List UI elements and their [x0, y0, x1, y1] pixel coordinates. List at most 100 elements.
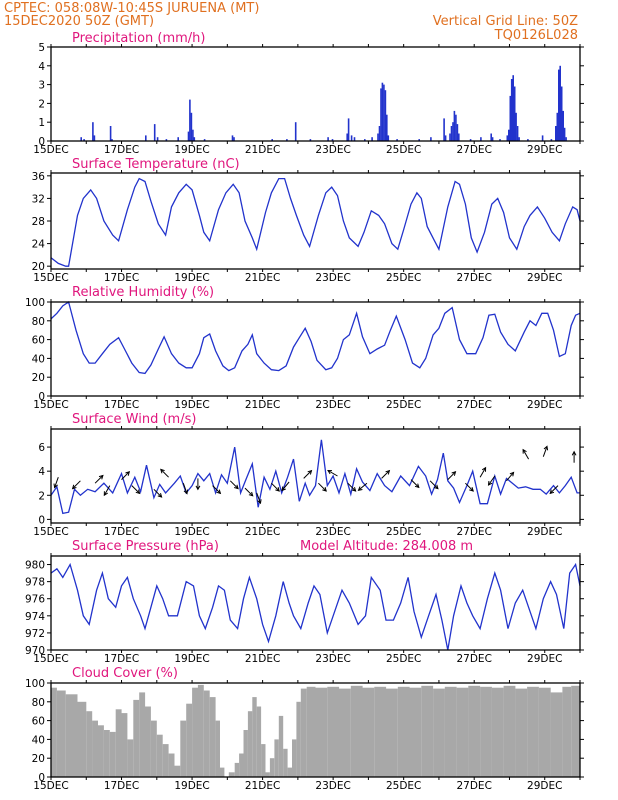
cloud-bar — [261, 744, 266, 777]
cloud-bar — [287, 767, 292, 777]
cloud-bar — [156, 734, 163, 777]
rh-series-line — [50, 300, 581, 375]
cloud-bar — [228, 772, 235, 777]
precip-bar — [458, 133, 460, 141]
cloud-bar — [56, 690, 66, 777]
cloud-bar — [362, 687, 375, 777]
pres-xtick-label: 21DEC — [245, 653, 280, 665]
rh-xtick-label: 29DEC — [527, 399, 562, 411]
precip-bar — [541, 135, 544, 141]
precip-bar — [109, 126, 112, 141]
cloud-bar — [562, 686, 572, 777]
precip-xtick-label: 25DEC — [386, 144, 421, 156]
wind-arrow-head — [481, 466, 487, 472]
precip-xtick-label: 23DEC — [315, 144, 350, 156]
rh-xtick-label: 25DEC — [386, 399, 421, 411]
temp-xtick-label: 21DEC — [245, 272, 280, 284]
precip-bar — [347, 118, 350, 141]
precip-panel-frame — [50, 46, 581, 142]
wind-arrow — [479, 467, 487, 478]
precip-bar — [331, 139, 334, 141]
cloud-ytick-label: 100 — [25, 678, 45, 690]
cloud-bar — [109, 731, 116, 777]
precip-xtick-label: 19DEC — [174, 144, 209, 156]
rh-xtick-label: 15DEC — [33, 399, 68, 411]
precip-bar — [378, 126, 381, 141]
cloud-bar — [327, 686, 340, 777]
precip-bar — [562, 110, 564, 141]
wind-arrow-head — [414, 483, 420, 489]
cloud-bar — [98, 725, 104, 777]
wind-arrow-head — [509, 471, 515, 477]
cloud-bar — [444, 686, 457, 777]
precip-bar — [558, 69, 560, 141]
precip-bar — [309, 139, 312, 141]
precip-bar — [453, 110, 456, 141]
wind-ytick-label: 2 — [38, 490, 45, 502]
cloud-ytick-label: 0 — [38, 772, 45, 784]
pres-ytick-label: 980 — [25, 560, 45, 572]
precip-bar — [190, 112, 193, 141]
rh-xtick-label: 17DEC — [104, 399, 139, 411]
precip-bar — [444, 135, 447, 141]
precip-bar — [430, 137, 432, 141]
rh-ytick-label: 100 — [25, 297, 45, 309]
cloud-bar — [133, 699, 140, 777]
cloud-bar — [300, 688, 307, 777]
precip-bar — [449, 133, 451, 141]
cloud-bar — [433, 688, 445, 777]
wind-arrow-head — [248, 491, 254, 497]
temp-xtick-label: 23DEC — [315, 272, 350, 284]
precip-ytick-label: 5 — [38, 42, 45, 54]
rh-xtick-label: 21DEC — [245, 399, 280, 411]
rh-title: Relative Humidity (%) — [72, 285, 214, 300]
precip-ytick-label: 4 — [38, 61, 45, 73]
cloud-xtick-label: 29DEC — [527, 780, 562, 792]
precip-bar — [469, 139, 472, 141]
rh-xtick-label: 23DEC — [315, 399, 350, 411]
precip-bar — [480, 137, 482, 141]
precip-bar — [456, 124, 459, 141]
wind-arrow-head — [433, 484, 439, 490]
rh-ytick-label: 0 — [38, 391, 45, 403]
wind-arrow-head — [125, 471, 131, 476]
cloud-bar — [243, 730, 248, 777]
cloud-bar — [209, 697, 216, 777]
wind-ytick-label: 4 — [38, 466, 45, 478]
cloud-bar — [197, 684, 204, 777]
cloud-bar — [180, 720, 187, 777]
rh-panel-frame — [50, 301, 581, 397]
wind-arrow-head — [469, 487, 474, 492]
wind-arrow-head — [307, 469, 313, 475]
precip-bar — [286, 139, 288, 141]
cloud-bar — [215, 720, 220, 777]
precip-bar — [371, 137, 373, 141]
wind-arrow-head — [275, 487, 280, 492]
precip-bar — [512, 75, 514, 141]
cloud-title: Cloud Cover (%) — [72, 666, 178, 681]
precip-bar — [153, 124, 156, 141]
cloud-bar — [503, 685, 516, 777]
wind-arrow-head — [160, 468, 165, 474]
precip-xtick-label: 21DEC — [245, 144, 280, 156]
precip-bar — [550, 139, 553, 141]
wind-arrow-head — [71, 484, 77, 490]
rh-ytick-label: 20 — [32, 372, 45, 384]
cloud-bar — [515, 688, 528, 777]
temp-xtick-label: 17DEC — [104, 272, 139, 284]
precip-ytick-label: 2 — [38, 98, 45, 110]
wind-arrow-head — [98, 474, 104, 480]
pres-xtick-label: 19DEC — [174, 653, 209, 665]
cloud-bar — [269, 758, 275, 777]
cloud-bar — [86, 711, 93, 777]
precip-bar — [80, 137, 82, 141]
precip-bar — [383, 84, 385, 141]
precip-bar — [418, 139, 420, 141]
precip-bar — [187, 131, 190, 141]
wind-arrow-head — [135, 489, 141, 495]
cloud-ytick-label: 20 — [32, 753, 45, 765]
wind-panel-frame — [50, 428, 581, 524]
precip-bar — [518, 137, 520, 141]
wind-arrow-head — [487, 480, 493, 486]
cloud-bar — [421, 685, 434, 777]
